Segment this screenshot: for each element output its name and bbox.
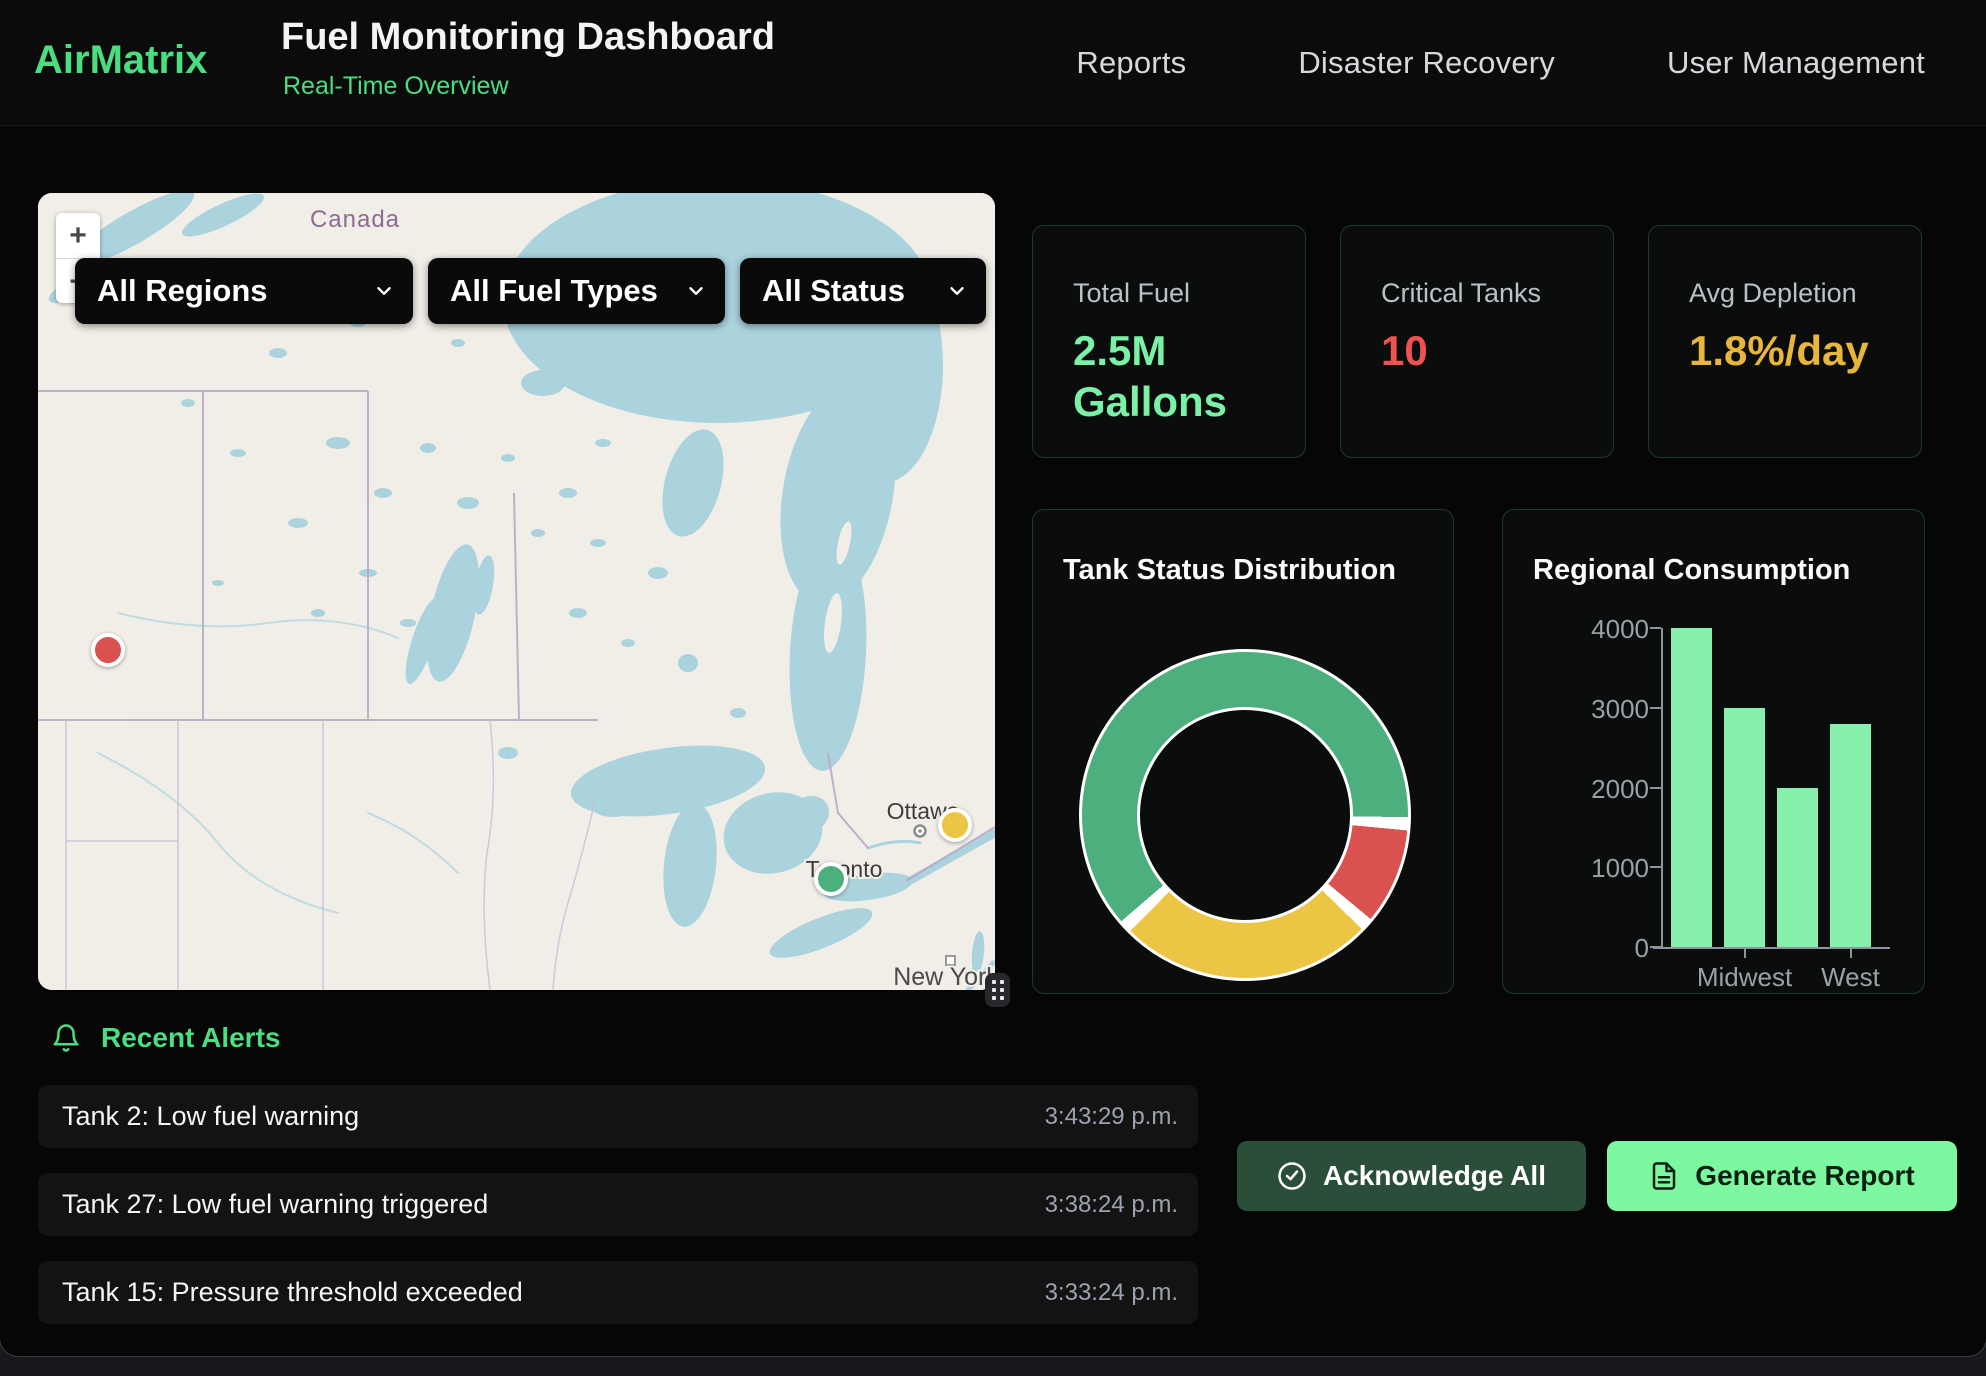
tank-status-chart-card: Tank Status Distribution: [1032, 509, 1454, 994]
stat-label: Avg Depletion: [1689, 278, 1889, 309]
y-tick-label: 2000: [1503, 774, 1649, 805]
x-tick-mark: [1744, 949, 1746, 958]
header: AirMatrix Fuel Monitoring Dashboard Real…: [0, 0, 1986, 126]
alert-row[interactable]: Tank 27: Low fuel warning triggered 3:38…: [38, 1173, 1198, 1236]
stat-card-critical-tanks: Critical Tanks 10: [1340, 225, 1614, 458]
bar-1: [1671, 628, 1712, 947]
fuel-type-filter-dropdown[interactable]: All Fuel Types: [428, 258, 725, 324]
map[interactable]: Canada Ottawa Toronto New York + − All R…: [38, 193, 995, 990]
tank-status-donut-chart: [1079, 649, 1411, 981]
y-tick-mark: [1650, 707, 1661, 709]
dashboard-app: AirMatrix Fuel Monitoring Dashboard Real…: [0, 0, 1986, 1356]
alert-time: 3:43:29 p.m.: [1045, 1103, 1178, 1131]
nav-item-reports[interactable]: Reports: [1076, 45, 1186, 81]
alert-row[interactable]: Tank 15: Pressure threshold exceeded 3:3…: [38, 1261, 1198, 1324]
region-filter-dropdown[interactable]: All Regions: [75, 258, 413, 324]
bar-3: [1777, 788, 1818, 948]
bar-2: [1724, 708, 1765, 947]
alert-text: Tank 15: Pressure threshold exceeded: [62, 1277, 523, 1308]
bar-4: [1830, 724, 1871, 947]
stat-value-critical-tanks: 10: [1381, 325, 1581, 376]
generate-report-label: Generate Report: [1695, 1160, 1914, 1192]
chevron-down-icon: [946, 280, 968, 302]
stat-value-total-fuel: 2.5M Gallons: [1073, 325, 1273, 427]
map-label-new-york: New York: [893, 963, 995, 990]
stat-value-avg-depletion: 1.8%/day: [1689, 325, 1889, 376]
x-tick-mark: [1850, 949, 1852, 958]
fuel-type-filter-value: All Fuel Types: [450, 273, 658, 309]
y-tick-mark: [1650, 866, 1661, 868]
check-circle-icon: [1277, 1161, 1307, 1191]
map-resize-handle[interactable]: [985, 973, 1010, 1007]
alert-time: 3:38:24 p.m.: [1045, 1191, 1178, 1219]
brand-logo: AirMatrix: [34, 38, 207, 83]
regional-consumption-chart-card: Regional Consumption 01000200030004000Mi…: [1502, 509, 1925, 994]
acknowledge-all-button[interactable]: Acknowledge All: [1237, 1141, 1586, 1211]
y-tick-mark: [1650, 946, 1661, 948]
acknowledge-all-label: Acknowledge All: [1323, 1160, 1546, 1192]
stat-label: Total Fuel: [1073, 278, 1273, 309]
donut-hole: [1137, 707, 1353, 923]
stat-card-total-fuel: Total Fuel 2.5M Gallons: [1032, 225, 1306, 458]
map-marker-critical[interactable]: [91, 633, 125, 667]
y-axis: [1661, 628, 1663, 949]
nav-item-user-management[interactable]: User Management: [1667, 45, 1925, 81]
alert-time: 3:33:24 p.m.: [1045, 1279, 1178, 1307]
map-marker-warning[interactable]: [938, 808, 972, 842]
alert-text: Tank 2: Low fuel warning: [62, 1101, 359, 1132]
y-tick-label: 3000: [1503, 694, 1649, 725]
y-tick-label: 4000: [1503, 614, 1649, 645]
y-tick-label: 1000: [1503, 853, 1649, 884]
bell-icon: [51, 1023, 81, 1053]
zoom-in-button[interactable]: +: [56, 213, 100, 258]
chevron-down-icon: [685, 280, 707, 302]
main-nav: Reports Disaster Recovery User Managemen…: [1076, 0, 1925, 125]
alerts-title: Recent Alerts: [101, 1022, 280, 1054]
x-tick-label: Midwest: [1685, 962, 1805, 993]
y-tick-mark: [1650, 787, 1661, 789]
map-label-canada: Canada: [310, 206, 400, 233]
alert-row[interactable]: Tank 2: Low fuel warning 3:43:29 p.m.: [38, 1085, 1198, 1148]
x-tick-label: West: [1791, 962, 1911, 993]
chevron-down-icon: [373, 280, 395, 302]
status-filter-value: All Status: [762, 273, 905, 309]
map-filter-bar: All Regions All Fuel Types All Status: [75, 258, 986, 324]
regional-consumption-bar-chart: 0 1000 2000 3000 4000 MidwestWest: [1503, 510, 1924, 993]
stat-label: Critical Tanks: [1381, 278, 1581, 309]
region-filter-value: All Regions: [97, 273, 268, 309]
y-tick-label: 0: [1503, 933, 1649, 964]
nav-item-disaster-recovery[interactable]: Disaster Recovery: [1298, 45, 1555, 81]
generate-report-button[interactable]: Generate Report: [1607, 1141, 1957, 1211]
file-text-icon: [1649, 1161, 1679, 1191]
alerts-header: Recent Alerts: [51, 1022, 280, 1054]
chart-title: Tank Status Distribution: [1063, 554, 1396, 587]
page-title: Fuel Monitoring Dashboard: [281, 16, 775, 59]
status-filter-dropdown[interactable]: All Status: [740, 258, 986, 324]
y-tick-mark: [1650, 627, 1661, 629]
x-axis: [1653, 947, 1890, 949]
stat-card-avg-depletion: Avg Depletion 1.8%/day: [1648, 225, 1922, 458]
map-marker-normal[interactable]: [814, 862, 848, 896]
page-subtitle: Real-Time Overview: [283, 72, 509, 101]
alert-text: Tank 27: Low fuel warning triggered: [62, 1189, 488, 1220]
